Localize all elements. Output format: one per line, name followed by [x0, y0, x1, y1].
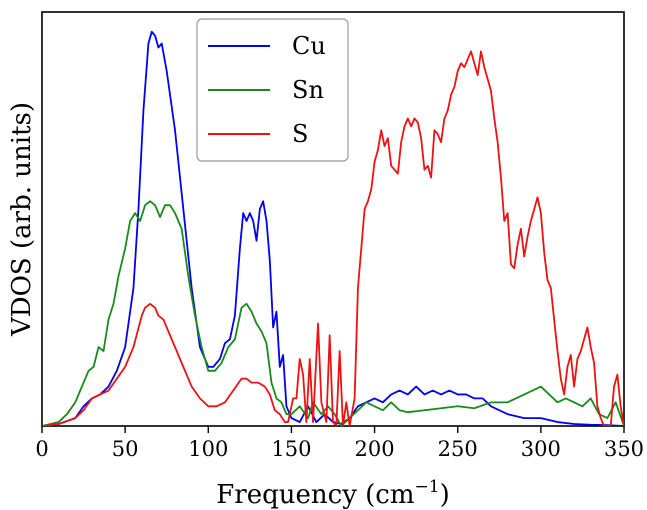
x-tick-label: 50	[112, 437, 139, 461]
x-tick-label: 200	[355, 437, 395, 461]
x-tick-label: 300	[521, 437, 561, 461]
legend-label-s: S	[292, 120, 308, 148]
legend-box	[196, 18, 349, 162]
legend-items: Cu Sn S	[208, 32, 326, 148]
series-line-sn	[42, 200, 624, 426]
series-layer	[42, 30, 624, 426]
x-tick-label: 150	[271, 437, 311, 461]
x-axis-title: Frequency (cm−1)	[216, 477, 449, 510]
plot-frame	[41, 11, 625, 427]
x-tick-label: 350	[604, 437, 644, 461]
x-axis-title-close: )	[440, 480, 450, 510]
legend-label-sn: Sn	[292, 76, 324, 104]
y-axis-title: VDOS (arb. units)	[7, 102, 37, 337]
legend-label-cu: Cu	[292, 32, 326, 60]
x-tick-label: 250	[438, 437, 478, 461]
series-line-cu	[42, 30, 624, 426]
x-tick-label: 100	[188, 437, 228, 461]
legend: Cu Sn S	[196, 18, 349, 162]
x-axis-title-sup: −1	[415, 477, 440, 497]
x-tick-label: 0	[35, 437, 48, 461]
x-axis-ticks: 0 50 100 150 200 250 300 350	[35, 426, 644, 461]
series-line-s	[42, 50, 624, 426]
